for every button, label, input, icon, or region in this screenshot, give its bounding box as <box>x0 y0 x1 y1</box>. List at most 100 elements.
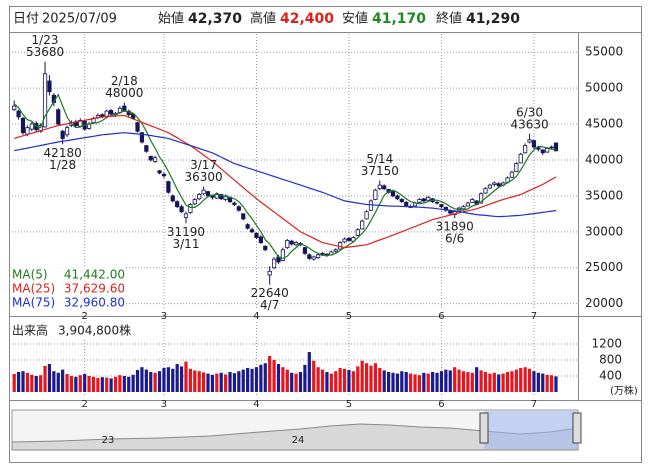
candle-body <box>549 146 554 149</box>
volume-bar <box>105 377 109 392</box>
volume-bar <box>519 368 523 392</box>
navigator-handle[interactable] <box>479 412 489 444</box>
y-tick-label: 35000 <box>585 188 623 202</box>
annotation-date: 3/11 <box>173 237 200 251</box>
x-tick-label: 6 <box>438 399 444 410</box>
volume-bar <box>417 375 422 392</box>
volume-bar <box>488 373 492 392</box>
candle-body <box>518 153 523 164</box>
volume-bar <box>157 371 162 392</box>
candle-body <box>197 194 202 200</box>
volume-bar <box>320 369 325 392</box>
volume-bar <box>144 369 148 392</box>
volume-bar <box>237 371 241 392</box>
candle-body <box>448 210 453 214</box>
volume-bar <box>268 356 272 392</box>
y-tick-label: 1200 <box>591 337 622 351</box>
candle-body <box>219 194 224 200</box>
volume-bar <box>316 367 320 392</box>
candle-body <box>42 73 48 128</box>
volume-bar <box>378 368 382 392</box>
candle-body <box>232 202 237 205</box>
candle-body <box>523 145 528 154</box>
candle-body <box>236 206 241 211</box>
candle-body <box>64 127 70 136</box>
volume-bar <box>541 373 545 392</box>
navigator[interactable]: 23 24 <box>11 409 582 451</box>
low: 41,170 <box>372 11 426 27</box>
navigator-label: 23 <box>102 435 115 446</box>
volume-bar <box>215 373 219 392</box>
volume-bar <box>219 372 223 392</box>
frame <box>9 6 642 463</box>
volume-bar <box>246 368 250 392</box>
candle-body <box>478 193 484 204</box>
annotation-date: 5/14 <box>366 152 393 166</box>
volume-bar <box>232 373 237 392</box>
volume-unit: (万株) <box>610 384 638 397</box>
candle-body <box>514 163 519 172</box>
candle-body <box>377 184 382 190</box>
volume-bar <box>193 370 197 392</box>
volume-bar <box>52 371 56 392</box>
ma-line <box>14 114 557 249</box>
candle-body <box>192 199 197 205</box>
candle-body <box>188 204 193 213</box>
candle-body <box>302 247 308 254</box>
y-tick-label: 20000 <box>585 296 623 310</box>
volume-bar <box>25 372 30 392</box>
annotation-value: 31890 <box>436 220 474 234</box>
volume-bar <box>382 370 386 392</box>
y-tick-label: 45000 <box>585 117 623 131</box>
open-label: 始値 <box>158 11 184 27</box>
volume-bar <box>386 372 391 392</box>
volume-bar <box>501 373 505 392</box>
x-tick-label: 5 <box>346 399 352 410</box>
volume-bar <box>285 369 289 392</box>
y-tick-label: 55000 <box>585 45 623 59</box>
volume-bar <box>56 372 60 392</box>
volume-bar <box>409 373 413 392</box>
volume-bar <box>188 368 192 392</box>
x-tick-label: 3 <box>161 311 167 322</box>
candle-body <box>16 110 21 118</box>
y-tick-label: 30000 <box>585 224 623 238</box>
volume-bar <box>395 373 400 392</box>
y-tick-label: 40000 <box>585 152 623 166</box>
volume-bar <box>254 367 259 392</box>
volume-bar <box>87 376 91 392</box>
volume-bar <box>439 371 444 392</box>
legend-value: 37,629.60 <box>64 282 125 296</box>
high-label: 高値 <box>250 11 276 27</box>
candle-body <box>373 189 378 200</box>
candle-body <box>170 195 175 202</box>
x-tick-label: 2 <box>81 399 87 410</box>
navigator-selection[interactable] <box>484 411 578 449</box>
navigator-handle[interactable] <box>572 412 582 444</box>
volume-bar <box>303 364 307 392</box>
volume-value: 3,904,800株 <box>58 323 131 338</box>
high: 42,400 <box>280 11 334 27</box>
annotation-date: 3/17 <box>190 158 217 172</box>
candle-body <box>294 242 299 246</box>
volume-bar <box>334 371 338 392</box>
volume-bar <box>17 372 21 392</box>
volume-bar <box>527 368 532 392</box>
close: 41,290 <box>466 11 520 27</box>
candle-body <box>29 123 34 130</box>
volume-bar <box>65 374 69 392</box>
volume-bar <box>492 372 496 392</box>
volume-bar <box>422 372 426 392</box>
candle-body <box>465 202 470 207</box>
volume-bar <box>210 374 215 392</box>
candle-body <box>311 256 316 260</box>
volume-bar <box>78 375 82 392</box>
candle-body <box>492 182 497 185</box>
volume-title: 出来高 <box>12 323 48 338</box>
candle-body <box>390 191 396 197</box>
candle-body <box>395 195 400 200</box>
candle-body <box>254 232 259 238</box>
volume-bar <box>483 372 488 392</box>
volume-bar <box>140 367 144 392</box>
candle-body <box>368 200 374 211</box>
